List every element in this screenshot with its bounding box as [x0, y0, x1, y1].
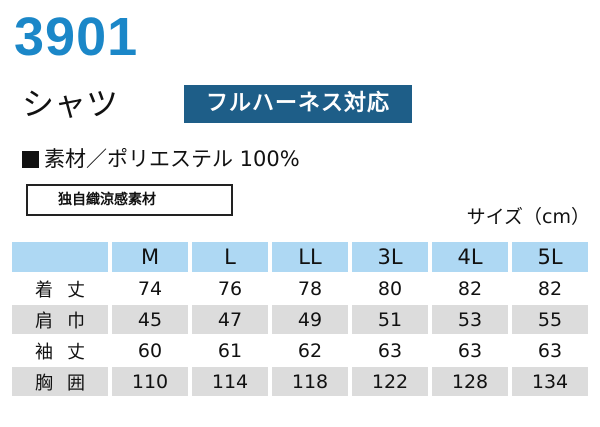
row-label: 肩巾 — [12, 305, 108, 334]
table-cell: 74 — [108, 274, 188, 303]
table-row: 袖丈 60 61 62 63 63 63 — [12, 336, 588, 365]
row-label: 着丈 — [12, 274, 108, 303]
header-blank — [12, 242, 108, 272]
header-size-5l: 5L — [508, 242, 588, 272]
table-cell: 45 — [108, 305, 188, 334]
table-cell: 63 — [348, 336, 428, 365]
table-cell: 63 — [428, 336, 508, 365]
header-size-m: M — [108, 242, 188, 272]
table-cell: 60 — [108, 336, 188, 365]
row-label: 袖丈 — [12, 336, 108, 365]
size-header-row: M L LL 3L 4L 5L — [12, 242, 588, 272]
feature-label-box: 独自織涼感素材 — [26, 184, 233, 216]
header-size-3l: 3L — [348, 242, 428, 272]
header-size-l: L — [188, 242, 268, 272]
table-cell: 80 — [348, 274, 428, 303]
table-cell: 122 — [348, 367, 428, 396]
table-cell: 62 — [268, 336, 348, 365]
table-cell: 78 — [268, 274, 348, 303]
header-size-4l: 4L — [428, 242, 508, 272]
table-cell: 134 — [508, 367, 588, 396]
row-label: 胸囲 — [12, 367, 108, 396]
table-cell: 82 — [508, 274, 588, 303]
size-table: M L LL 3L 4L 5L 着丈 74 76 78 80 82 82 肩巾 … — [12, 240, 588, 398]
material-text: 素材／ポリエステル 100% — [44, 147, 300, 171]
table-cell: 63 — [508, 336, 588, 365]
model-number: 3901 — [14, 7, 139, 67]
table-cell: 82 — [428, 274, 508, 303]
table-cell: 47 — [188, 305, 268, 334]
table-cell: 76 — [188, 274, 268, 303]
table-cell: 61 — [188, 336, 268, 365]
table-cell: 110 — [108, 367, 188, 396]
bullet-square-icon — [22, 150, 39, 168]
table-cell: 118 — [268, 367, 348, 396]
full-harness-badge: フルハーネス対応 — [184, 85, 412, 123]
table-cell: 128 — [428, 367, 508, 396]
table-cell: 53 — [428, 305, 508, 334]
table-cell: 55 — [508, 305, 588, 334]
table-cell: 51 — [348, 305, 428, 334]
material-line: 素材／ポリエステル 100% — [22, 145, 300, 173]
header-size-ll: LL — [268, 242, 348, 272]
product-name: シャツ — [22, 85, 119, 123]
table-cell: 49 — [268, 305, 348, 334]
table-row: 胸囲 110 114 118 122 128 134 — [12, 367, 588, 396]
table-cell: 114 — [188, 367, 268, 396]
unit-label: サイズ（cm） — [466, 206, 590, 228]
table-row: 着丈 74 76 78 80 82 82 — [12, 274, 588, 303]
table-row: 肩巾 45 47 49 51 53 55 — [12, 305, 588, 334]
